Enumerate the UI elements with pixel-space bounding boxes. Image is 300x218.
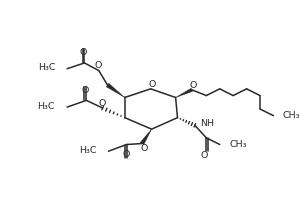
- Text: O: O: [201, 151, 208, 160]
- Polygon shape: [176, 88, 193, 97]
- Text: NH: NH: [200, 119, 214, 128]
- Text: O: O: [82, 86, 89, 95]
- Text: O: O: [80, 48, 87, 57]
- Text: O: O: [94, 61, 102, 70]
- Text: O: O: [99, 99, 106, 108]
- Polygon shape: [140, 129, 152, 145]
- Text: H₃C: H₃C: [38, 63, 56, 72]
- Text: O: O: [189, 80, 197, 90]
- Text: CH₃: CH₃: [282, 111, 300, 120]
- Text: O: O: [140, 144, 148, 153]
- Text: O: O: [122, 150, 129, 159]
- Polygon shape: [106, 83, 125, 97]
- Text: H₃C: H₃C: [80, 146, 97, 155]
- Text: O: O: [149, 80, 156, 89]
- Text: H₃C: H₃C: [37, 102, 55, 111]
- Text: CH₃: CH₃: [229, 140, 247, 149]
